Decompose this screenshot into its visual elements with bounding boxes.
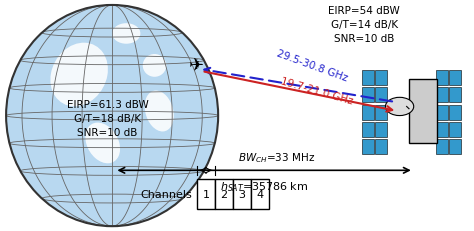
Text: 3: 3 [238,189,245,199]
FancyBboxPatch shape [437,105,448,120]
Ellipse shape [85,123,120,164]
Ellipse shape [50,43,108,107]
Text: 4: 4 [256,189,263,199]
FancyBboxPatch shape [375,140,387,155]
Ellipse shape [112,24,140,45]
FancyBboxPatch shape [375,71,387,86]
FancyBboxPatch shape [437,140,448,155]
FancyBboxPatch shape [437,71,448,86]
Ellipse shape [145,91,174,132]
Text: 19.7-21.0 GHz: 19.7-21.0 GHz [280,76,355,106]
FancyBboxPatch shape [362,140,374,155]
FancyBboxPatch shape [375,105,387,120]
Text: 29.5-30.8 GHz: 29.5-30.8 GHz [275,49,349,84]
Text: $h_{SAT}$=35786 km: $h_{SAT}$=35786 km [220,179,308,193]
Text: EIRP=54 dBW
G/T=14 dB/K
SNR=10 dB: EIRP=54 dBW G/T=14 dB/K SNR=10 dB [328,6,400,44]
FancyBboxPatch shape [449,140,461,155]
FancyBboxPatch shape [362,71,374,86]
Text: $BW_{CH}$=33 MHz: $BW_{CH}$=33 MHz [238,150,316,164]
FancyBboxPatch shape [449,105,461,120]
FancyBboxPatch shape [233,180,251,209]
FancyBboxPatch shape [362,88,374,103]
Text: Channels: Channels [140,189,192,199]
Text: 2: 2 [220,189,228,199]
FancyBboxPatch shape [449,71,461,86]
Text: ✈: ✈ [190,57,204,75]
FancyBboxPatch shape [375,122,387,137]
FancyBboxPatch shape [362,105,374,120]
FancyBboxPatch shape [409,80,438,143]
Ellipse shape [385,98,414,116]
FancyBboxPatch shape [197,180,215,209]
Text: 1: 1 [202,189,210,199]
FancyBboxPatch shape [437,88,448,103]
FancyBboxPatch shape [251,180,269,209]
FancyBboxPatch shape [362,122,374,137]
FancyBboxPatch shape [375,88,387,103]
Text: EIRP=61.3 dBW
G/T=18 dB/K
SNR=10 dB: EIRP=61.3 dBW G/T=18 dB/K SNR=10 dB [66,99,148,137]
Ellipse shape [6,6,218,226]
FancyBboxPatch shape [215,180,233,209]
FancyBboxPatch shape [437,122,448,137]
FancyBboxPatch shape [449,88,461,103]
FancyBboxPatch shape [449,122,461,137]
Ellipse shape [143,55,166,77]
